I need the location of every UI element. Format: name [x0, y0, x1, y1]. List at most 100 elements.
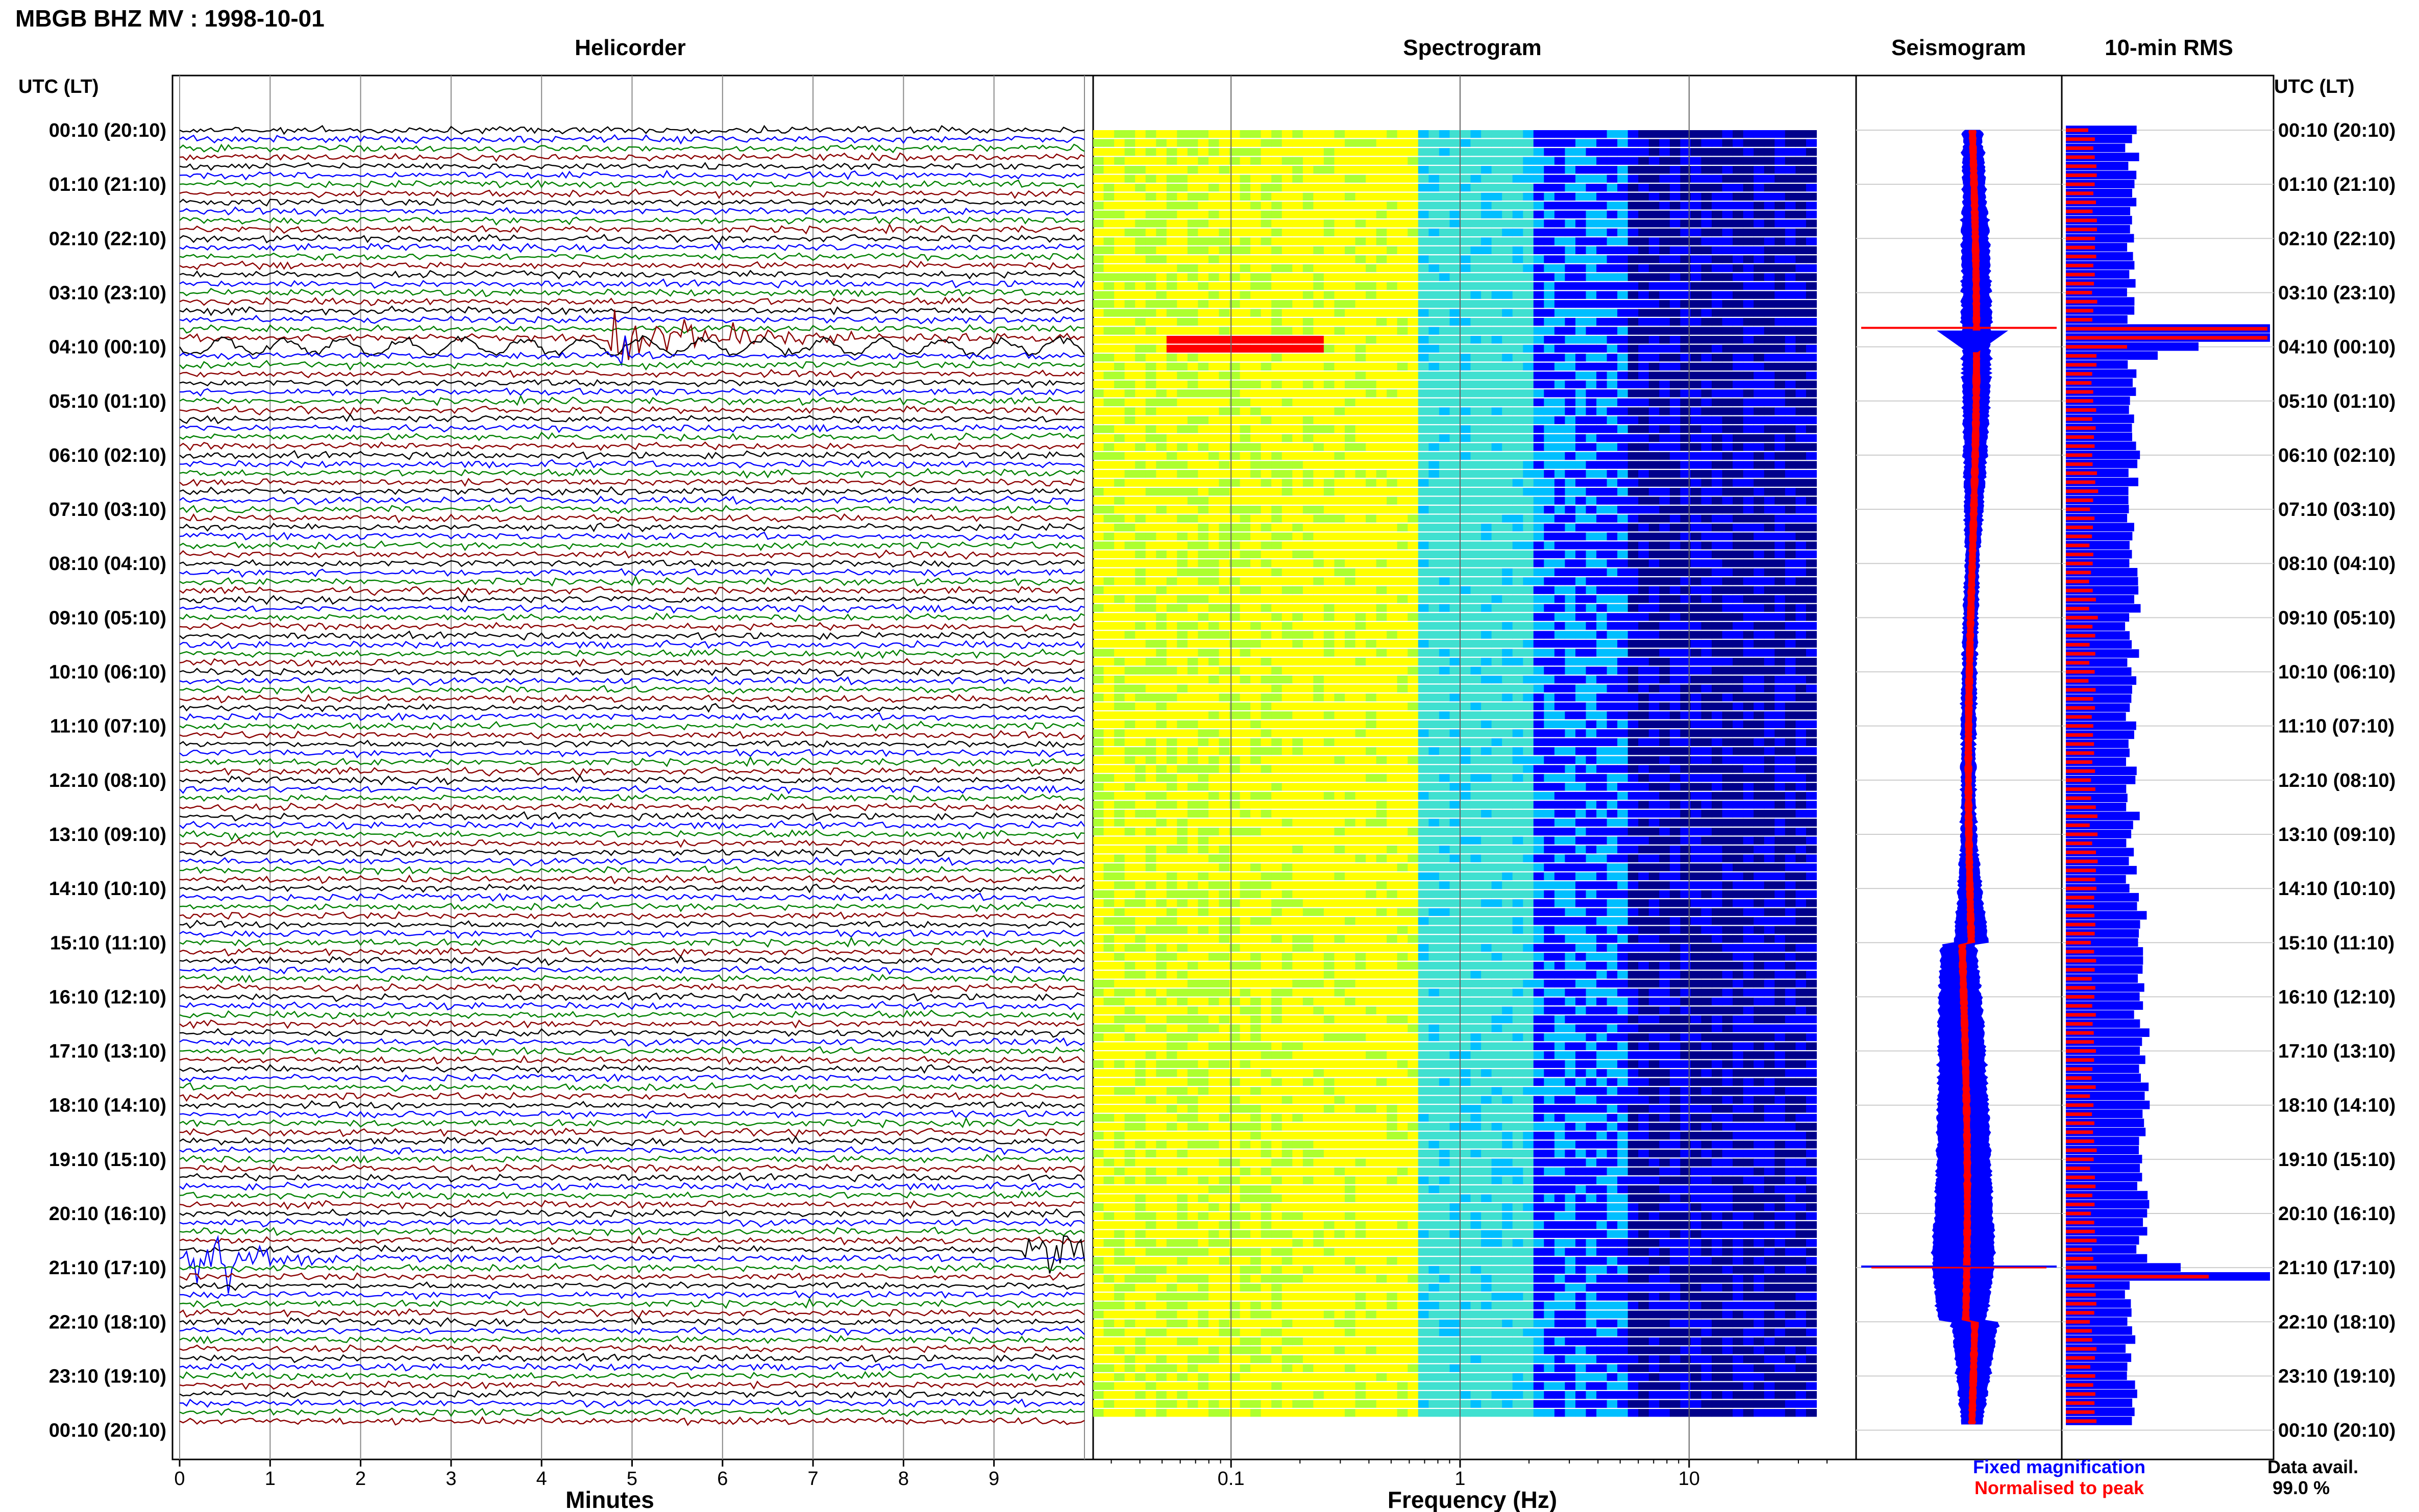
helicorder-trace — [179, 1163, 1085, 1174]
spectrogram-cell — [1617, 524, 1628, 532]
spectrogram-cell — [1544, 264, 1555, 272]
spectrogram-cell — [1554, 595, 1565, 603]
spectrogram-cell — [1271, 407, 1282, 415]
spectrogram-cell — [1533, 210, 1544, 218]
spectrogram-cell — [1397, 479, 1408, 487]
spectrogram-cell — [1292, 577, 1303, 585]
spectrogram-cell — [1470, 309, 1482, 317]
spectrogram-cell — [1669, 747, 1681, 755]
spectrogram-cell — [1135, 488, 1146, 496]
spectrogram-cell — [1460, 175, 1471, 183]
spectrogram-cell — [1156, 380, 1167, 388]
spectrogram-cell — [1261, 354, 1272, 362]
spectrogram-cell — [1345, 157, 1356, 165]
spectrogram-cell — [1502, 237, 1513, 245]
spectrogram-cell — [1554, 488, 1565, 496]
spectrogram-cell — [1648, 228, 1660, 237]
spectrogram-cell — [1313, 506, 1324, 514]
spectrogram-cell — [1261, 166, 1272, 174]
spectrogram-cell — [1701, 684, 1712, 692]
spectrogram-cell — [1219, 658, 1230, 666]
spectrogram-cell — [1523, 175, 1534, 183]
spectrogram-cell — [1229, 595, 1241, 603]
spectrogram-cell — [1669, 318, 1681, 326]
spectrogram-cell — [1774, 470, 1786, 478]
spectrogram-cell — [1795, 693, 1807, 702]
spectrogram-cell — [1575, 246, 1587, 255]
spectrogram-cell — [1617, 318, 1628, 326]
spectrogram-cell — [1712, 514, 1723, 523]
spectrogram-cell — [1292, 622, 1303, 630]
spectrogram-cell — [1397, 362, 1408, 370]
spectrogram-cell — [1680, 166, 1691, 174]
spectrogram-cell — [1502, 488, 1513, 496]
spectrogram-cell — [1586, 318, 1597, 326]
spectrogram-cell — [1523, 219, 1534, 228]
spectrogram-cell — [1145, 658, 1156, 666]
spectrogram-cell — [1103, 524, 1115, 532]
spectrogram-cell — [1638, 371, 1649, 380]
spectrogram-cell — [1219, 255, 1230, 263]
spectrogram-cell — [1659, 309, 1670, 317]
spectrogram-cell — [1323, 729, 1335, 737]
spectrogram-cell — [1229, 273, 1241, 281]
spectrogram-cell — [1187, 148, 1198, 156]
spectrogram-cell — [1470, 371, 1482, 380]
spectrogram-cell — [1187, 344, 1198, 353]
spectrogram-cell — [1103, 711, 1115, 720]
spectrogram-cell — [1544, 514, 1555, 523]
spectrogram-cell — [1334, 684, 1345, 692]
spectrogram-cell — [1376, 157, 1387, 165]
spectrogram-cell — [1638, 488, 1649, 496]
spectrogram-cell — [1103, 506, 1115, 514]
spectrogram-cell — [1690, 344, 1701, 353]
spectrogram-cell — [1449, 738, 1461, 746]
spectrogram-cell — [1785, 362, 1796, 370]
spectrogram-cell — [1397, 228, 1408, 237]
spectrogram-cell — [1617, 622, 1628, 630]
spectrogram-cell — [1302, 291, 1314, 299]
spectrogram-cell — [1177, 488, 1188, 496]
spectrogram-cell — [1156, 344, 1167, 353]
spectrogram-cell — [1627, 282, 1639, 290]
spectrogram-cell — [1366, 497, 1377, 505]
spectrogram-cell — [1554, 192, 1565, 201]
spectrogram-cell — [1680, 658, 1691, 666]
spectrogram-cell — [1177, 157, 1188, 165]
spectrogram-cell — [1281, 210, 1293, 218]
spectrogram-cell — [1302, 300, 1314, 308]
spectrogram-cell — [1397, 649, 1408, 657]
spectrogram-cell — [1103, 210, 1115, 218]
spectrogram-cell — [1554, 693, 1565, 702]
spectrogram-cell — [1198, 693, 1209, 702]
spectrogram-cell — [1145, 139, 1156, 147]
spectrogram-cell — [1135, 166, 1146, 174]
spectrogram-cell — [1302, 568, 1314, 576]
spectrogram-cell — [1544, 443, 1555, 451]
spectrogram-cell — [1764, 514, 1775, 523]
spectrogram-cell — [1387, 228, 1398, 237]
spectrogram-cell — [1774, 389, 1786, 398]
spectrogram-cell — [1302, 711, 1314, 720]
spectrogram-cell — [1177, 434, 1188, 442]
spectrogram-cell — [1135, 202, 1146, 210]
spectrogram-cell — [1502, 595, 1513, 603]
spectrogram-cell — [1544, 166, 1555, 174]
spectrogram-cell — [1334, 264, 1345, 272]
spectrogram-cell — [1512, 658, 1523, 666]
spectrogram-cell — [1502, 747, 1513, 755]
spectrogram-cell — [1166, 550, 1177, 558]
spectrogram-cell — [1785, 613, 1796, 621]
spectrogram-cell — [1607, 354, 1618, 362]
spectrogram-cell — [1281, 676, 1293, 684]
spectrogram-cell — [1648, 166, 1660, 174]
spectrogram-cell — [1334, 336, 1345, 344]
spectrogram-cell — [1733, 506, 1744, 514]
spectrogram-cell — [1261, 541, 1272, 550]
spectrogram-cell — [1124, 720, 1136, 728]
spectrogram-cell — [1302, 595, 1314, 603]
spectrogram-cell — [1177, 362, 1188, 370]
spectrogram-cell — [1397, 318, 1408, 326]
spectrogram-cell — [1093, 291, 1104, 299]
spectrogram-cell — [1418, 622, 1429, 630]
